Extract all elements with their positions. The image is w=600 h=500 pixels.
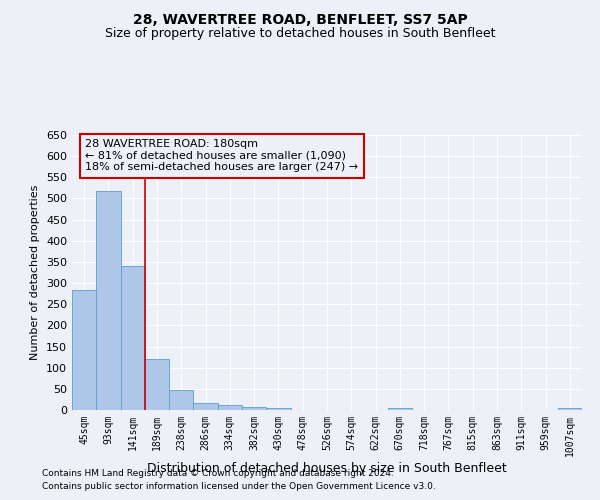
Bar <box>72 290 96 410</box>
Text: Contains HM Land Registry data © Crown copyright and database right 2024.: Contains HM Land Registry data © Crown c… <box>42 468 394 477</box>
Bar <box>218 406 242 410</box>
Bar <box>145 359 169 410</box>
Bar <box>558 408 582 410</box>
X-axis label: Distribution of detached houses by size in South Benfleet: Distribution of detached houses by size … <box>147 462 507 474</box>
Text: 28, WAVERTREE ROAD, BENFLEET, SS7 5AP: 28, WAVERTREE ROAD, BENFLEET, SS7 5AP <box>133 12 467 26</box>
Text: Size of property relative to detached houses in South Benfleet: Size of property relative to detached ho… <box>105 28 495 40</box>
Y-axis label: Number of detached properties: Number of detached properties <box>31 185 40 360</box>
Text: 28 WAVERTREE ROAD: 180sqm
← 81% of detached houses are smaller (1,090)
18% of se: 28 WAVERTREE ROAD: 180sqm ← 81% of detac… <box>85 139 358 172</box>
Bar <box>96 192 121 410</box>
Bar <box>193 403 218 410</box>
Bar <box>266 408 290 410</box>
Bar <box>169 390 193 410</box>
Bar <box>388 408 412 410</box>
Text: Contains public sector information licensed under the Open Government Licence v3: Contains public sector information licen… <box>42 482 436 491</box>
Bar <box>121 266 145 410</box>
Bar <box>242 406 266 410</box>
